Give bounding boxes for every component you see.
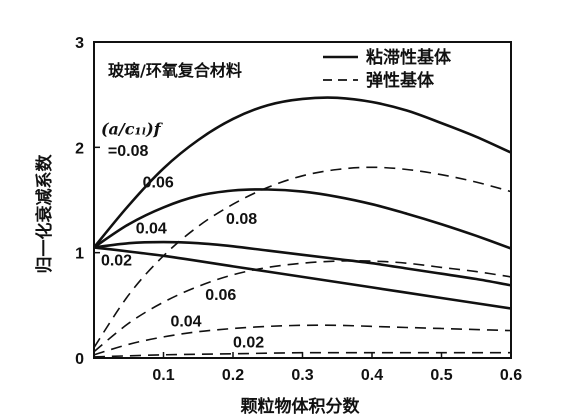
parameter-label: (a/c₁ₗ)f — [101, 120, 164, 139]
ticks-group: 0.1 0.2 0.3 0.4 0.5 0.6 0 1 2 3 — [75, 35, 522, 384]
y-tick-label: 2 — [75, 140, 84, 157]
curve-label: 0.04 — [136, 221, 167, 238]
viscous-curve-008 — [92, 96, 512, 249]
curve-label: 0.02 — [101, 252, 132, 269]
y-tick-label: 0 — [75, 351, 84, 368]
x-tick-label: 0.3 — [291, 367, 313, 384]
legend-label: 粘滞性基体 — [366, 47, 452, 68]
chart-title: 玻璃/环氧复合材料 — [108, 61, 242, 80]
viscous-curve-004 — [93, 240, 512, 287]
legend-label: 弹性基体 — [366, 70, 435, 91]
x-tick-label: 0.2 — [222, 367, 244, 384]
plot-frame — [93, 41, 512, 359]
curve-label: 0.08 — [226, 211, 257, 228]
y-tick-label: 1 — [75, 246, 84, 263]
x-tick-label: 0.1 — [152, 367, 174, 384]
curve-labels-group: (a/c₁ₗ)f=0.080.060.040.020.080.060.040.0… — [101, 120, 264, 352]
x-tick-label: 0.6 — [500, 367, 522, 384]
elastic-curve-008 — [93, 166, 512, 348]
elastic-curve-004 — [93, 324, 512, 356]
x-tick-label: 0.5 — [430, 367, 452, 384]
viscous-curve-006 — [93, 188, 512, 250]
x-axis-title: 颗粒物体积分数 — [241, 396, 361, 417]
elastic-curve-006 — [93, 260, 512, 353]
y-axis-title: 归一化衰减系数 — [34, 154, 55, 274]
y-tick-label: 3 — [75, 35, 84, 52]
curve-label: 0.06 — [143, 174, 174, 191]
x-tick-label: 0.4 — [361, 367, 383, 384]
curve-label: 0.04 — [170, 313, 201, 330]
curve-label: =0.08 — [108, 143, 149, 160]
curve-label: 0.06 — [205, 287, 236, 304]
curve-label: 0.02 — [233, 334, 264, 351]
viscous-curve-002 — [93, 246, 512, 310]
plot-border — [93, 41, 512, 359]
